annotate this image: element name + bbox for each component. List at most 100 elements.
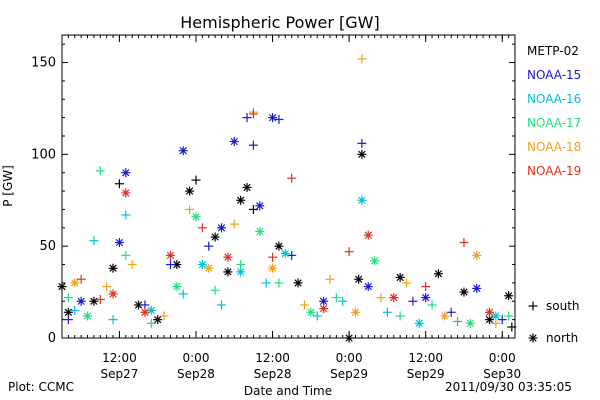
data-point	[236, 195, 246, 205]
data-point	[319, 304, 329, 314]
data-point	[248, 204, 258, 214]
data-point	[140, 307, 150, 317]
data-point	[504, 291, 514, 301]
y-tick-label: 100	[31, 147, 56, 162]
data-point	[197, 260, 207, 270]
data-points	[57, 54, 517, 343]
data-point	[172, 260, 182, 270]
data-point	[363, 230, 373, 240]
data-point	[414, 318, 424, 328]
data-point	[153, 315, 163, 325]
data-point	[57, 282, 67, 292]
data-point	[363, 282, 373, 292]
data-point	[223, 252, 233, 262]
data-point	[255, 226, 265, 236]
data-point	[248, 140, 258, 150]
data-point	[121, 188, 131, 198]
plot-timestamp: 2011/09/30 03:35:05	[445, 380, 572, 394]
data-point	[344, 247, 354, 257]
data-point	[357, 149, 367, 159]
data-point	[497, 315, 507, 325]
data-point	[293, 278, 303, 288]
data-point	[440, 311, 450, 321]
data-point	[223, 267, 233, 277]
data-point	[236, 260, 246, 270]
y-axis-ticks: 0 50 100 150	[31, 43, 515, 346]
x-tick-label-time: 12:00	[255, 351, 290, 365]
legend-entry: NOAA-16	[527, 92, 581, 106]
data-point	[338, 296, 348, 306]
legend-entry: NOAA-19	[527, 164, 581, 178]
data-point	[191, 212, 201, 222]
x-tick-label-date: Sep27	[100, 367, 138, 381]
data-point	[217, 223, 227, 233]
marker-legend: south north	[528, 299, 580, 345]
data-point	[204, 241, 214, 251]
data-point	[248, 109, 258, 119]
data-point	[255, 201, 265, 211]
data-point	[402, 278, 412, 288]
data-point	[306, 307, 316, 317]
data-point	[465, 318, 475, 328]
marker-legend-symbol	[528, 301, 538, 311]
data-point	[70, 305, 80, 315]
data-point	[427, 300, 437, 310]
data-point	[185, 204, 195, 214]
chart-title: Hemispheric Power [GW]	[180, 13, 379, 32]
data-point	[433, 269, 443, 279]
y-tick-label: 150	[31, 56, 56, 71]
data-point	[178, 289, 188, 299]
data-point	[210, 285, 220, 295]
data-point	[395, 272, 405, 282]
data-point	[299, 300, 309, 310]
data-point	[507, 322, 517, 332]
plot-frame	[61, 34, 516, 339]
legend-entry: NOAA-15	[527, 68, 581, 82]
x-tick-label-time: 12:00	[408, 351, 443, 365]
data-point	[89, 296, 99, 306]
data-point	[357, 54, 367, 64]
data-point	[408, 296, 418, 306]
marker-legend-label: north	[546, 331, 578, 345]
data-point	[108, 263, 118, 273]
data-point	[210, 232, 220, 242]
data-point	[491, 318, 501, 328]
data-point	[95, 294, 105, 304]
data-point	[287, 173, 297, 183]
x-tick-label-time: 0:00	[336, 351, 363, 365]
x-tick-label-date: Sep30	[483, 367, 521, 381]
data-point	[114, 238, 124, 248]
data-point	[287, 250, 297, 260]
data-point	[217, 300, 227, 310]
data-point	[83, 311, 93, 321]
data-point	[382, 307, 392, 317]
series-legend: METP-02 NOAA-15 NOAA-16 NOAA-17 NOAA-18 NOAA-…	[527, 44, 581, 178]
data-point	[268, 113, 278, 123]
x-tick-label-time: 0:00	[183, 351, 210, 365]
data-point	[484, 307, 494, 317]
data-point	[357, 138, 367, 148]
data-point	[280, 249, 290, 259]
data-point	[268, 252, 278, 262]
marker-legend-symbol	[528, 333, 538, 343]
data-point	[395, 311, 405, 321]
legend-entry: METP-02	[527, 44, 579, 58]
data-point	[242, 182, 252, 192]
data-point	[63, 293, 73, 303]
data-point	[268, 263, 278, 273]
data-point	[102, 282, 112, 292]
data-point	[459, 287, 469, 297]
data-point	[191, 175, 201, 185]
data-point	[472, 283, 482, 293]
data-point	[274, 278, 284, 288]
x-tick-label-time: 12:00	[102, 351, 137, 365]
data-point	[274, 114, 284, 124]
data-point	[121, 210, 131, 220]
data-point	[261, 278, 271, 288]
y-axis-label: P [GW]	[1, 165, 15, 207]
data-point	[197, 223, 207, 233]
legend-entry: NOAA-18	[527, 140, 581, 154]
data-point	[421, 282, 431, 292]
data-point	[146, 318, 156, 328]
data-point	[376, 293, 386, 303]
